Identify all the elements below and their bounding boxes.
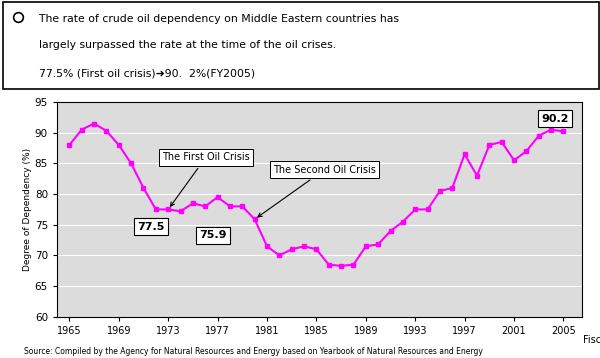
Text: 75.9: 75.9 xyxy=(199,230,227,240)
Text: The Second Oil Crisis: The Second Oil Crisis xyxy=(258,165,376,217)
Text: 90.2: 90.2 xyxy=(541,114,569,124)
FancyBboxPatch shape xyxy=(3,2,599,89)
Text: 77.5% (First oil crisis)➜90.  2%(FY2005): 77.5% (First oil crisis)➜90. 2%(FY2005) xyxy=(32,68,255,78)
Text: Fiscal Year: Fiscal Year xyxy=(583,335,600,345)
Text: Source: Compiled by the Agency for Natural Resources and Energy based on Yearboo: Source: Compiled by the Agency for Natur… xyxy=(24,347,483,357)
Y-axis label: Degree of Dependency (%): Degree of Dependency (%) xyxy=(23,148,32,271)
Text: The rate of crude oil dependency on Middle Eastern countries has: The rate of crude oil dependency on Midd… xyxy=(32,14,398,24)
Text: 77.5: 77.5 xyxy=(137,222,164,232)
Text: The First Oil Crisis: The First Oil Crisis xyxy=(162,153,250,206)
Text: largely surpassed the rate at the time of the oil crises.: largely surpassed the rate at the time o… xyxy=(32,40,336,50)
